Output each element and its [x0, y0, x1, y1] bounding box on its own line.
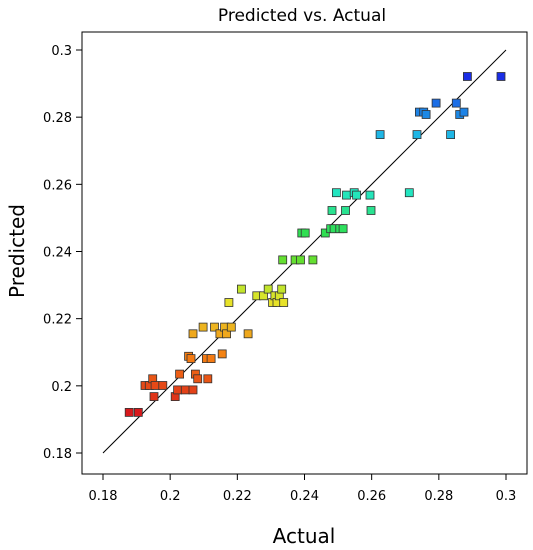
scatter-point — [277, 284, 287, 294]
scatter-point — [462, 72, 472, 81]
scatter-point — [404, 188, 414, 198]
scatter-point — [341, 206, 350, 215]
scatter-point — [206, 354, 216, 364]
scatter-point — [226, 322, 236, 332]
scatter-point — [300, 228, 310, 238]
x-tick-label: 0.18 — [89, 489, 118, 504]
y-tick-label: 0.28 — [43, 111, 72, 126]
scatter-point — [224, 298, 234, 307]
scatter-point — [366, 206, 376, 215]
scatter-point — [308, 255, 318, 265]
y-tick-label: 0.26 — [43, 178, 72, 193]
scatter-point — [342, 190, 351, 200]
x-tick-label: 0.2 — [160, 489, 181, 504]
scatter-point — [198, 322, 208, 332]
y-tick-label: 0.22 — [43, 313, 72, 328]
scatter-point — [236, 284, 246, 294]
scatter-point — [186, 354, 196, 364]
y-tick-label: 0.24 — [43, 246, 72, 261]
scatter-point — [217, 349, 227, 359]
y-tick-label: 0.18 — [43, 447, 72, 462]
y-tick-label: 0.2 — [51, 380, 72, 395]
y-axis-label: Predicted — [5, 204, 29, 298]
scatter-point — [278, 255, 288, 265]
scatter-point — [188, 385, 198, 395]
scatter-point — [210, 322, 219, 332]
scatter-point — [496, 72, 506, 81]
scatter-point — [451, 98, 461, 108]
scatter-point — [331, 188, 341, 198]
reference-line — [102, 49, 507, 454]
scatter-point — [412, 130, 422, 140]
scatter-point — [338, 224, 348, 234]
scatter-point — [243, 329, 253, 339]
x-tick-label: 0.28 — [424, 489, 453, 504]
scatter-point — [365, 190, 375, 200]
x-tick-label: 0.22 — [223, 489, 252, 504]
scatter-point — [222, 329, 232, 339]
scatter-point — [446, 130, 456, 140]
x-tick-label: 0.24 — [290, 489, 319, 504]
scatter-point — [188, 329, 198, 339]
scatter-point — [259, 291, 268, 301]
scatter-point — [149, 392, 159, 402]
scatter-point — [421, 110, 431, 119]
scatter-point — [459, 107, 469, 117]
scatter-point — [327, 206, 337, 215]
scatter-point — [193, 374, 203, 384]
y-tick-label: 0.3 — [51, 44, 72, 59]
scatter-point — [431, 98, 441, 108]
x-tick-label: 0.3 — [496, 489, 517, 504]
scatter-point — [279, 298, 289, 307]
scatter-point — [296, 255, 305, 265]
scatter-point — [150, 381, 160, 390]
scatter-point — [263, 284, 273, 294]
scatter-point — [124, 407, 134, 417]
scatter-point — [158, 381, 168, 390]
scatter-point — [352, 190, 362, 200]
scatter-point — [173, 385, 183, 395]
data-points — [124, 72, 506, 417]
scatter-point — [175, 369, 185, 379]
axis-ticks: 0.18 0.2 0.22 0.24 0.26 0.28 0.3 0.18 0.2 0.22 0.2… — [43, 44, 516, 504]
x-tick-label: 0.26 — [357, 489, 386, 504]
scatter-point — [133, 407, 143, 417]
scatter-point — [203, 374, 213, 384]
chart-title: Predicted vs. Actual — [218, 6, 386, 26]
scatter-point — [375, 130, 385, 140]
x-axis-label: Actual — [273, 524, 336, 548]
scatter-point — [180, 385, 190, 395]
